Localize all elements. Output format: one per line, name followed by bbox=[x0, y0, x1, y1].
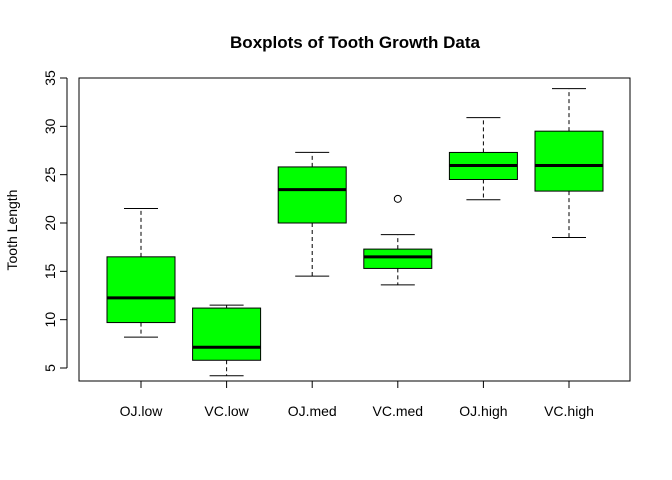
iqr-box bbox=[534, 130, 604, 192]
iqr-box bbox=[106, 256, 176, 324]
y-tick-label: 10 bbox=[42, 312, 58, 328]
x-axis: OJ.low VC.low OJ.med VC.med OJ.high VC.high bbox=[120, 380, 594, 419]
chart-title: Boxplots of Tooth Growth Data bbox=[230, 33, 480, 52]
y-tick-label: 5 bbox=[42, 364, 58, 372]
outlier-point bbox=[393, 194, 402, 203]
y-tick-label: 30 bbox=[42, 118, 58, 134]
box-VC.med bbox=[363, 194, 433, 286]
iqr-box bbox=[363, 248, 433, 269]
box-OJ.low bbox=[106, 208, 176, 338]
box-VC.low bbox=[192, 304, 262, 377]
x-tick-label: VC.med bbox=[373, 403, 424, 419]
x-tick-label: OJ.low bbox=[120, 403, 164, 419]
iqr-box bbox=[192, 307, 262, 361]
box-VC.high bbox=[534, 88, 604, 238]
x-tick-label: VC.high bbox=[544, 403, 594, 419]
plot-frame bbox=[78, 77, 631, 382]
x-tick-label: VC.low bbox=[204, 403, 249, 419]
x-tick-label: OJ.med bbox=[288, 403, 337, 419]
box-OJ.high bbox=[448, 117, 518, 201]
y-tick-label: 15 bbox=[42, 263, 58, 279]
y-tick-label: 35 bbox=[42, 70, 58, 86]
y-tick-label: 25 bbox=[42, 167, 58, 183]
y-tick-label: 20 bbox=[42, 215, 58, 231]
box-OJ.med bbox=[277, 151, 347, 277]
iqr-box bbox=[277, 166, 347, 224]
y-axis: 5 10 15 20 25 30 35 bbox=[42, 70, 68, 372]
boxes-group bbox=[106, 88, 604, 377]
y-axis-label: Tooth Length bbox=[4, 190, 20, 271]
x-tick-label: OJ.high bbox=[459, 403, 507, 419]
